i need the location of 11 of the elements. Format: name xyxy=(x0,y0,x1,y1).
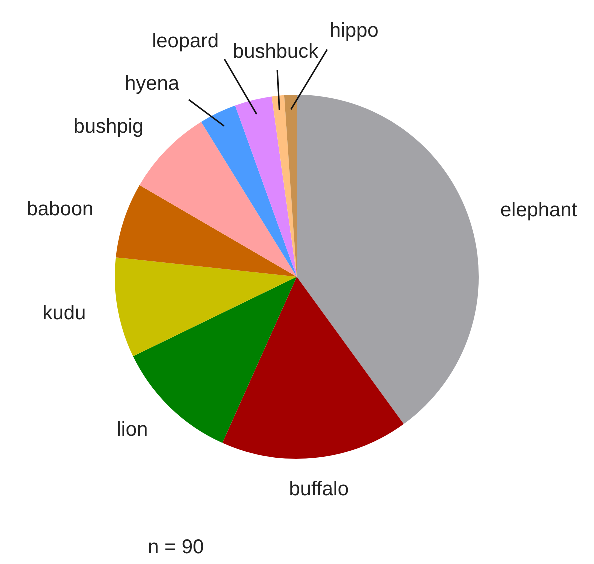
slice-label: lion xyxy=(116,419,148,442)
slice-label: bushbuck xyxy=(233,40,320,63)
slice-label: kudu xyxy=(42,302,86,324)
slice-label: buffalo xyxy=(289,478,349,500)
slice-label: hyena xyxy=(124,72,180,95)
slice-label: baboon xyxy=(26,198,94,221)
text: n = 90 xyxy=(148,536,204,559)
slice-label: bushpig xyxy=(74,116,144,138)
slice-label: elephant xyxy=(500,199,578,222)
slice-label: hippo xyxy=(330,20,379,42)
slice-label: leopard xyxy=(152,30,219,53)
